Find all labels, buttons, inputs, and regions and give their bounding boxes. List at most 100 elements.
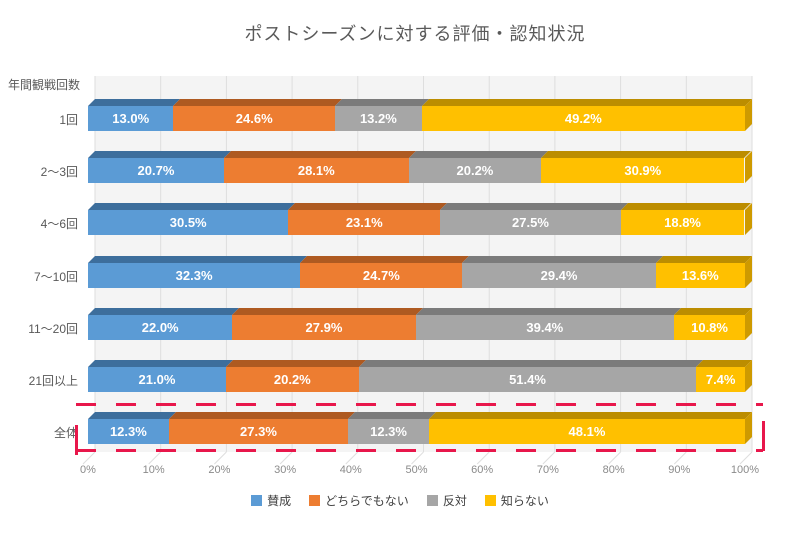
bar-segment-top [462, 255, 663, 263]
x-tick-label: 80% [602, 464, 625, 476]
bar-segment-top [88, 412, 176, 420]
bar-segment-top [620, 203, 752, 211]
bar-segment-top [674, 307, 752, 315]
bar-segment-top [88, 255, 308, 263]
data-label: 27.3% [240, 424, 277, 440]
bar-segment: 30.5% [88, 210, 289, 236]
x-tick-label: 20% [208, 464, 231, 476]
gridline-foot [214, 451, 227, 465]
data-label: 12.3% [109, 424, 147, 440]
data-label: 21.0% [138, 372, 176, 387]
category-label: 1回 [59, 113, 78, 127]
data-label: 51.4% [509, 372, 546, 387]
category-label: 2〜3回 [40, 165, 78, 180]
bar-segment: 51.4% [358, 367, 697, 392]
bar-segment-top [415, 307, 682, 315]
legend-label: 反対 [442, 494, 467, 508]
legend-label: どちらでもない [325, 494, 409, 508]
data-label: 39.4% [526, 319, 564, 335]
data-label: 13.6% [681, 267, 719, 283]
bar-segment-top [696, 360, 752, 367]
bar-front-face: 13.0% 24.6% 13.2% 49.2% [88, 106, 745, 131]
bar-row: 20.7% 28.1% 20.2% 30.9% [88, 151, 752, 184]
gridline-foot [739, 451, 753, 465]
bar-segment: 20.7% [88, 158, 224, 184]
bar-segment: 7.4% [696, 367, 745, 392]
legend-swatch [426, 495, 438, 506]
bar-segment: 10.8% [674, 314, 745, 340]
bar-segment-top [88, 307, 240, 315]
bar-row: 13.0% 24.6% 13.2% 49.2% [88, 99, 752, 131]
bar-segment: 24.6% [173, 106, 336, 131]
bar-front-face: 21.0% 20.2% 51.4% 7.4% [88, 367, 745, 392]
legend-swatch [251, 495, 263, 506]
bar-segment-top [541, 151, 752, 159]
bar-segment: 27.9% [232, 314, 416, 340]
legend-item: 反対 [426, 492, 467, 509]
data-label: 20.2% [456, 163, 494, 179]
bar-segment: 21.0% [88, 367, 226, 392]
bar-segment-top [348, 412, 436, 420]
bar-top-face [88, 360, 752, 367]
data-label: 27.9% [305, 319, 343, 335]
x-tick-label: 50% [405, 464, 428, 476]
x-tick-label: 90% [668, 464, 691, 476]
legend-swatch [484, 495, 496, 506]
x-tick-label: 10% [142, 464, 165, 476]
bar-segment-top [88, 203, 296, 211]
bar-segment: 23.1% [288, 210, 441, 236]
bar-segment-top [300, 255, 470, 263]
highlight-box-top [76, 403, 763, 406]
bar-top-face [88, 151, 752, 159]
category-label: 21回以上 [28, 374, 78, 388]
chart-title: ポストシーズンに対する評価・認知状況 [244, 24, 586, 44]
highlight-box-bottom [76, 449, 763, 452]
bar-segment: 22.0% [88, 314, 233, 340]
bar-row: 30.5% 23.1% 27.5% 18.8% [88, 203, 752, 236]
bar-segment: 28.1% [223, 158, 409, 184]
category-label: 全体 [53, 426, 78, 441]
data-label: 20.7% [137, 163, 175, 179]
data-label: 27.5% [512, 215, 549, 231]
bar-segment: 48.1% [428, 419, 745, 445]
bar-front-face: 32.3% 24.7% 29.4% 13.6% [88, 262, 745, 288]
bar-segment: 20.2% [225, 367, 359, 392]
data-label: 23.1% [345, 215, 383, 231]
data-label: 30.9% [624, 163, 662, 179]
bar-front-face: 12.3% 27.3% 12.3% 48.1% [88, 419, 745, 445]
gridline-foot [148, 451, 162, 465]
x-tick-label: 30% [274, 464, 297, 476]
x-tick-label: 40% [339, 464, 362, 476]
category-label: 7〜10回 [33, 269, 78, 284]
bar-segment: 49.2% [421, 106, 745, 131]
legend-item: どちらでもない [309, 492, 409, 509]
bar-top-face [88, 255, 752, 263]
x-tick-label: 100% [730, 464, 760, 476]
bar-segment-top [335, 99, 429, 106]
bar-segment: 39.4% [415, 314, 675, 340]
legend-item: 賛成 [251, 492, 291, 509]
data-label: 32.3% [175, 267, 213, 283]
data-label: 24.6% [235, 111, 273, 126]
gridline-foot [476, 451, 490, 465]
x-tick-label: 60% [471, 464, 494, 476]
data-label: 49.2% [564, 111, 602, 126]
legend-swatch [309, 495, 321, 506]
bar-segment-top [440, 203, 628, 211]
bar-row: 21.0% 20.2% 51.4% 7.4% [88, 360, 752, 392]
x-tick-label: 0% [80, 464, 96, 476]
bar-segment-top [223, 151, 416, 159]
bar-segment: 12.3% [88, 419, 169, 445]
data-label: 48.1% [568, 424, 606, 440]
legend-label: 賛成 [267, 494, 292, 508]
bar-segment-top [358, 360, 704, 367]
bar-segment: 13.6% [655, 262, 745, 288]
bar-top-face [88, 412, 752, 420]
gridline-foot [542, 451, 556, 465]
bar-top-face [88, 203, 752, 211]
bar-segment: 29.4% [462, 262, 656, 288]
bar-segment-top [288, 203, 448, 211]
data-label: 22.0% [141, 319, 179, 335]
gridline-foot [673, 451, 687, 465]
